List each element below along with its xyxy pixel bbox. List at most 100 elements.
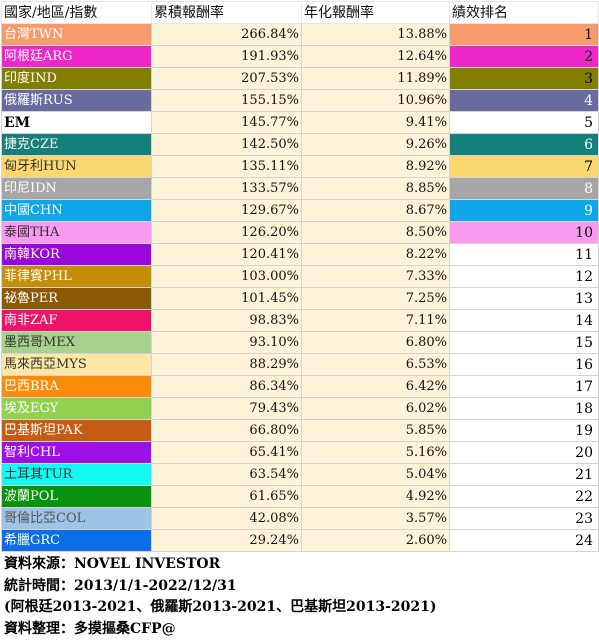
cumulative-return-cell: 126.20%: [151, 221, 302, 244]
rank-cell: 7: [449, 155, 599, 178]
table-row: 祕魯PER 101.45% 7.25% 13: [1, 287, 599, 310]
rank-cell: 8: [449, 177, 599, 200]
rank-cell: 2: [449, 45, 599, 68]
table-row: 巴西BRA 86.34% 6.42% 17: [1, 375, 599, 398]
rank-cell: 9: [449, 199, 599, 222]
table-row: 菲律賓PHL 103.00% 7.33% 12: [1, 265, 599, 288]
country-cell: 南韓KOR: [1, 243, 152, 266]
country-cell: 台灣TWN: [1, 23, 152, 46]
cumulative-return-cell: 29.24%: [151, 529, 302, 552]
rank-cell: 22: [449, 485, 599, 508]
cumulative-return-cell: 133.57%: [151, 177, 302, 200]
cumulative-return-cell: 86.34%: [151, 375, 302, 398]
annualized-return-cell: 12.64%: [301, 45, 450, 68]
annualized-return-cell: 5.04%: [301, 463, 450, 486]
cumulative-return-cell: 65.41%: [151, 441, 302, 464]
country-cell: 泰國THA: [1, 221, 152, 244]
cumulative-return-cell: 93.10%: [151, 331, 302, 354]
table-row: 埃及EGY 79.43% 6.02% 18: [1, 397, 599, 420]
table-row: 印尼IDN 133.57% 8.85% 8: [1, 177, 599, 200]
cumulative-return-cell: 207.53%: [151, 67, 302, 90]
cumulative-return-cell: 142.50%: [151, 133, 302, 156]
table-row: 捷克CZE 142.50% 9.26% 6: [1, 133, 599, 156]
table-row: 波蘭POL 61.65% 4.92% 22: [1, 485, 599, 508]
annualized-return-cell: 8.85%: [301, 177, 450, 200]
rank-cell: 14: [449, 309, 599, 332]
table-row: 智利CHL 65.41% 5.16% 20: [1, 441, 599, 464]
rank-cell: 18: [449, 397, 599, 420]
rank-cell: 11: [449, 243, 599, 266]
country-cell: 南非ZAF: [1, 309, 152, 332]
rank-cell: 20: [449, 441, 599, 464]
cumulative-return-cell: 63.54%: [151, 463, 302, 486]
annualized-return-cell: 6.02%: [301, 397, 450, 420]
annualized-return-cell: 6.53%: [301, 353, 450, 376]
cumulative-return-cell: 129.67%: [151, 199, 302, 222]
header-cumulative-return: 累積報酬率: [151, 1, 302, 24]
country-cell: 阿根廷ARG: [1, 45, 152, 68]
header-annualized-return: 年化報酬率: [301, 1, 450, 24]
header-row: 國家/地區/指數 累積報酬率 年化報酬率 績效排名: [1, 1, 599, 24]
annualized-return-cell: 7.11%: [301, 309, 450, 332]
data-source: 資料來源：NOVEL INVESTOR: [4, 556, 221, 572]
cumulative-return-cell: 120.41%: [151, 243, 302, 266]
rank-cell: 3: [449, 67, 599, 90]
country-cell: 匈牙利HUN: [1, 155, 152, 178]
annualized-return-cell: 4.92%: [301, 485, 450, 508]
table-row: 匈牙利HUN 135.11% 8.92% 7: [1, 155, 599, 178]
cumulative-return-cell: 61.65%: [151, 485, 302, 508]
table-row: 墨西哥MEX 93.10% 6.80% 15: [1, 331, 599, 354]
annualized-return-cell: 6.80%: [301, 331, 450, 354]
annualized-return-cell: 13.88%: [301, 23, 450, 46]
rank-cell: 23: [449, 507, 599, 530]
country-cell: 馬來西亞MYS: [1, 353, 152, 376]
annualized-return-cell: 10.96%: [301, 89, 450, 112]
rank-cell: 16: [449, 353, 599, 376]
country-cell: 哥倫比亞COL: [1, 507, 152, 530]
country-cell: 印度IND: [1, 67, 152, 90]
table-row: 巴基斯坦PAK 66.80% 5.85% 19: [1, 419, 599, 442]
table-body: 國家/地區/指數 累積報酬率 年化報酬率 績效排名 台灣TWN 266.84% 13…: [1, 1, 599, 552]
rank-cell: 17: [449, 375, 599, 398]
table-row: 泰國THA 126.20% 8.50% 10: [1, 221, 599, 244]
cumulative-return-cell: 98.83%: [151, 309, 302, 332]
rank-cell: 24: [449, 529, 599, 552]
table-row: 台灣TWN 266.84% 13.88% 1: [1, 23, 599, 46]
country-cell: EM: [1, 111, 152, 134]
rank-cell: 10: [449, 221, 599, 244]
cumulative-return-cell: 145.77%: [151, 111, 302, 134]
cumulative-return-cell: 101.45%: [151, 287, 302, 310]
table-row: 印度IND 207.53% 11.89% 3: [1, 67, 599, 90]
period-note: (阿根廷2013-2021、俄羅斯2013-2021、巴基斯坦2013-2021…: [4, 599, 437, 615]
annualized-return-cell: 8.50%: [301, 221, 450, 244]
table-row: 土耳其TUR 63.54% 5.04% 21: [1, 463, 599, 486]
rank-cell: 21: [449, 463, 599, 486]
country-cell: 印尼IDN: [1, 177, 152, 200]
rank-cell: 13: [449, 287, 599, 310]
rank-cell: 15: [449, 331, 599, 354]
table-row: 希臘GRC 29.24% 2.60% 24: [1, 529, 599, 552]
table-row: EM 145.77% 9.41% 5: [1, 111, 599, 134]
table-row: 阿根廷ARG 191.93% 12.64% 2: [1, 45, 599, 68]
annualized-return-cell: 5.85%: [301, 419, 450, 442]
annualized-return-cell: 5.16%: [301, 441, 450, 464]
source-notes: 資料來源：NOVEL INVESTOR 統計時間：2013/1/1-2022/1…: [4, 554, 595, 640]
cumulative-return-cell: 66.80%: [151, 419, 302, 442]
statistics-period: 統計時間：2013/1/1-2022/12/31: [4, 577, 237, 594]
country-cell: 菲律賓PHL: [1, 265, 152, 288]
annualized-return-cell: 6.42%: [301, 375, 450, 398]
annualized-return-cell: 3.57%: [301, 507, 450, 530]
annualized-return-cell: 7.25%: [301, 287, 450, 310]
annualized-return-cell: 7.33%: [301, 265, 450, 288]
cumulative-return-cell: 191.93%: [151, 45, 302, 68]
country-cell: 土耳其TUR: [1, 463, 152, 486]
cumulative-return-cell: 155.15%: [151, 89, 302, 112]
cumulative-return-cell: 135.11%: [151, 155, 302, 178]
cumulative-return-cell: 103.00%: [151, 265, 302, 288]
rank-cell: 19: [449, 419, 599, 442]
rank-cell: 12: [449, 265, 599, 288]
country-cell: 巴基斯坦PAK: [1, 419, 152, 442]
country-cell: 智利CHL: [1, 441, 152, 464]
annualized-return-cell: 8.67%: [301, 199, 450, 222]
table-row: 俄羅斯RUS 155.15% 10.96% 4: [1, 89, 599, 112]
